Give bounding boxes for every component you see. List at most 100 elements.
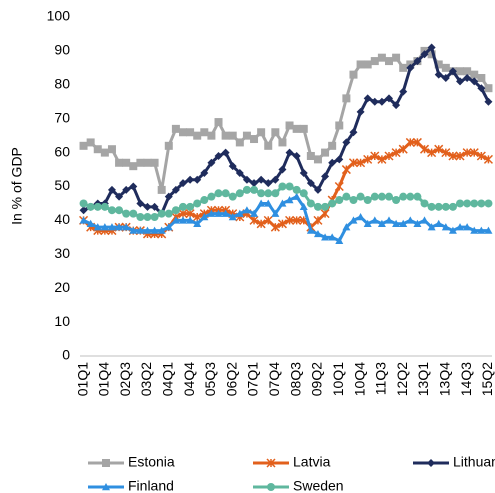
marker — [313, 215, 323, 225]
x-tick-label: 13Q4 — [437, 362, 453, 396]
marker — [164, 209, 173, 218]
marker — [93, 145, 102, 154]
marker — [186, 128, 195, 137]
marker — [271, 128, 280, 137]
marker — [363, 60, 372, 69]
marker — [264, 141, 273, 150]
marker — [335, 236, 344, 244]
marker — [320, 209, 330, 219]
marker — [427, 202, 436, 211]
x-tick-label: 11Q3 — [373, 362, 389, 395]
marker — [164, 192, 173, 201]
marker — [434, 70, 443, 79]
x-tick-label: 02Q3 — [117, 362, 133, 396]
marker — [477, 84, 486, 93]
marker — [214, 151, 223, 160]
marker — [405, 137, 415, 147]
marker — [406, 63, 415, 72]
marker — [363, 94, 372, 103]
marker — [278, 165, 287, 174]
marker — [398, 144, 408, 154]
x-tick-label: 14Q3 — [458, 362, 474, 396]
marker — [79, 141, 88, 150]
marker — [448, 202, 457, 211]
marker — [313, 155, 322, 164]
marker — [356, 158, 366, 168]
marker — [285, 182, 294, 191]
marker — [242, 206, 251, 214]
marker — [100, 148, 109, 157]
marker — [102, 483, 110, 491]
marker — [115, 223, 124, 231]
marker — [463, 74, 472, 83]
marker — [370, 151, 380, 161]
marker — [419, 144, 430, 154]
marker — [313, 185, 322, 194]
marker — [256, 219, 266, 229]
marker — [342, 94, 351, 103]
legend-label: Latvia — [293, 454, 331, 470]
marker — [207, 209, 216, 217]
marker — [356, 213, 365, 221]
marker — [384, 151, 394, 161]
marker — [136, 213, 145, 222]
marker — [469, 148, 479, 158]
marker — [150, 226, 159, 234]
marker — [100, 202, 109, 211]
marker — [150, 158, 159, 167]
marker — [413, 219, 422, 227]
marker — [363, 219, 372, 227]
marker — [228, 213, 237, 221]
marker — [136, 226, 145, 234]
marker — [370, 192, 379, 201]
x-tick-label: 03Q2 — [138, 362, 154, 396]
marker — [349, 216, 358, 224]
marker — [136, 199, 145, 208]
marker — [476, 151, 486, 161]
x-tick-label: 01Q1 — [74, 362, 90, 396]
marker — [470, 77, 479, 86]
marker — [186, 202, 195, 211]
marker — [448, 151, 458, 161]
marker — [257, 175, 266, 184]
marker — [250, 185, 259, 194]
marker — [207, 192, 216, 201]
marker — [193, 219, 202, 227]
marker — [264, 179, 273, 188]
marker — [143, 213, 152, 222]
marker — [420, 199, 429, 208]
marker — [349, 128, 358, 137]
marker — [102, 459, 110, 467]
marker — [392, 196, 401, 205]
marker — [107, 223, 116, 231]
marker — [277, 219, 287, 229]
marker — [441, 74, 450, 83]
marker — [377, 219, 386, 227]
marker — [321, 202, 330, 211]
x-tick-label: 06Q2 — [223, 362, 239, 396]
marker — [341, 165, 351, 175]
marker — [413, 57, 422, 66]
marker — [399, 219, 408, 227]
marker — [250, 135, 259, 144]
marker — [235, 209, 244, 217]
marker — [214, 209, 223, 217]
marker — [370, 57, 379, 66]
x-tick-label: 13Q1 — [415, 362, 431, 396]
marker — [271, 209, 280, 217]
marker — [214, 118, 223, 127]
legend-label: Finland — [128, 478, 174, 493]
marker — [115, 206, 124, 215]
marker — [349, 70, 358, 79]
marker — [129, 209, 138, 218]
marker — [264, 189, 273, 198]
marker — [427, 50, 436, 59]
marker — [399, 192, 408, 201]
marker — [200, 196, 209, 205]
marker — [221, 131, 230, 140]
marker — [250, 179, 259, 188]
marker — [285, 196, 294, 204]
marker — [235, 138, 244, 147]
marker — [143, 226, 152, 234]
marker — [313, 229, 322, 238]
